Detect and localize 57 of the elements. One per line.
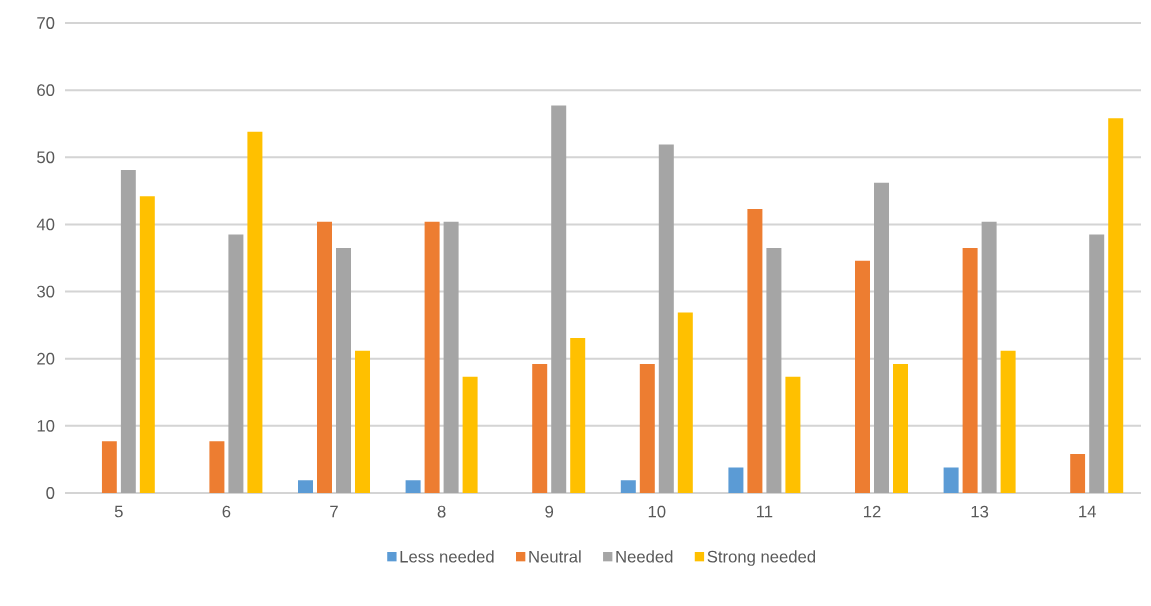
y-tick-label: 20 xyxy=(37,352,55,365)
bar xyxy=(766,247,782,493)
bar xyxy=(747,208,763,493)
y-tick-label: 30 xyxy=(37,285,55,298)
bar xyxy=(728,467,744,493)
bar xyxy=(639,364,655,493)
bar xyxy=(532,364,548,493)
bar xyxy=(893,364,909,493)
bar xyxy=(101,441,117,493)
bar xyxy=(570,337,586,493)
x-tick-label: 11 xyxy=(757,505,773,518)
x-tick-label: 12 xyxy=(864,505,881,518)
y-tick-label: 60 xyxy=(37,84,55,97)
bar xyxy=(443,221,459,493)
legend-label: Needed xyxy=(616,550,673,563)
bar xyxy=(962,247,978,493)
bar xyxy=(943,467,959,493)
legend-label: Strong needed xyxy=(707,550,816,566)
bar xyxy=(785,376,801,493)
bar xyxy=(209,441,225,493)
bar xyxy=(355,350,370,493)
legend-label: Neutral xyxy=(529,550,581,563)
bar xyxy=(336,247,351,493)
bar xyxy=(228,234,244,493)
bar xyxy=(677,312,693,493)
bar xyxy=(874,182,890,493)
bar xyxy=(424,221,440,493)
bar xyxy=(139,196,155,493)
bar xyxy=(1089,234,1105,493)
bar xyxy=(298,480,313,493)
bar xyxy=(462,376,478,493)
bar xyxy=(1000,350,1016,493)
y-tick-label: 10 xyxy=(37,419,55,432)
bar xyxy=(317,221,332,493)
y-tick-label: 50 xyxy=(37,151,55,164)
y-tick-label: 70 xyxy=(37,17,55,29)
x-tick-label: 8 xyxy=(437,505,446,518)
bar xyxy=(247,131,263,493)
x-tick-label: 14 xyxy=(1079,505,1096,518)
bar xyxy=(658,144,674,493)
bar xyxy=(1070,454,1086,493)
bar xyxy=(551,105,567,493)
y-tick-label: 0 xyxy=(46,487,55,499)
bar xyxy=(981,221,997,493)
bar xyxy=(120,170,136,493)
bar xyxy=(405,480,421,493)
bar xyxy=(855,260,870,493)
bar xyxy=(620,480,636,493)
x-tick-label: 5 xyxy=(114,505,123,518)
x-tick-label: 6 xyxy=(222,505,231,518)
x-tick-label: 7 xyxy=(330,505,338,518)
x-tick-label: 13 xyxy=(971,505,989,518)
x-tick-label: 10 xyxy=(648,505,666,518)
legend-label: Less needed xyxy=(400,550,494,563)
x-tick-label: 9 xyxy=(545,505,554,518)
bar xyxy=(1108,118,1124,493)
y-tick-label: 40 xyxy=(36,218,55,231)
